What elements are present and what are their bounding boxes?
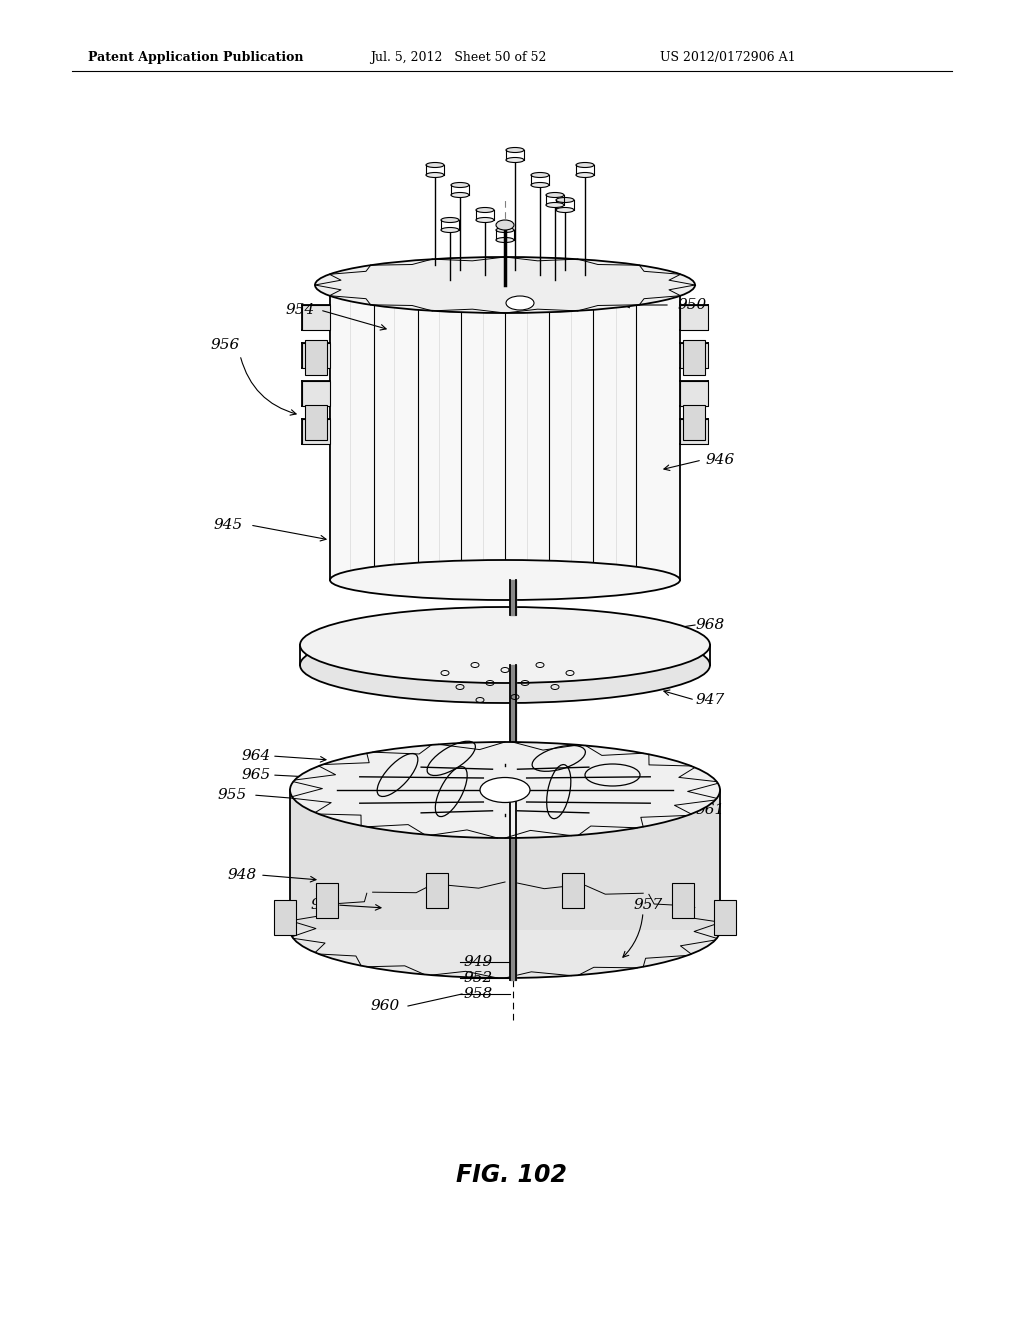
- Text: 948: 948: [227, 869, 257, 882]
- Text: 965: 965: [242, 768, 270, 781]
- Ellipse shape: [480, 777, 530, 803]
- Text: 946: 946: [706, 453, 734, 467]
- Polygon shape: [290, 789, 720, 931]
- Ellipse shape: [496, 227, 514, 232]
- Ellipse shape: [506, 157, 524, 162]
- Text: 964: 964: [242, 748, 270, 763]
- Bar: [302, 305, 330, 330]
- Text: 957: 957: [634, 898, 663, 912]
- Bar: [302, 418, 330, 444]
- Ellipse shape: [496, 220, 514, 230]
- Text: 958: 958: [464, 987, 493, 1001]
- Ellipse shape: [476, 207, 494, 213]
- Text: 947: 947: [695, 693, 725, 708]
- Ellipse shape: [426, 173, 444, 177]
- Ellipse shape: [506, 296, 534, 310]
- Text: 960: 960: [371, 999, 399, 1012]
- Ellipse shape: [290, 882, 720, 978]
- Ellipse shape: [496, 238, 514, 243]
- Text: FIG. 102: FIG. 102: [457, 1163, 567, 1187]
- Bar: [714, 900, 736, 935]
- Text: 949: 949: [464, 954, 493, 969]
- Ellipse shape: [575, 162, 594, 168]
- Bar: [302, 381, 330, 407]
- Bar: [683, 341, 705, 375]
- Ellipse shape: [300, 627, 710, 704]
- Bar: [683, 405, 705, 440]
- Bar: [680, 381, 708, 407]
- Bar: [680, 418, 708, 444]
- Ellipse shape: [531, 173, 549, 177]
- Bar: [305, 405, 327, 440]
- Bar: [330, 285, 680, 579]
- Text: 962: 962: [615, 618, 645, 632]
- Text: Jul. 5, 2012   Sheet 50 of 52: Jul. 5, 2012 Sheet 50 of 52: [370, 50, 547, 63]
- Bar: [680, 305, 708, 330]
- Text: Patent Application Publication: Patent Application Publication: [88, 50, 303, 63]
- Bar: [274, 900, 296, 935]
- Ellipse shape: [476, 218, 494, 223]
- Ellipse shape: [556, 198, 574, 202]
- Ellipse shape: [546, 202, 564, 207]
- Ellipse shape: [441, 227, 459, 232]
- Text: 963: 963: [310, 898, 340, 912]
- Ellipse shape: [451, 182, 469, 187]
- Ellipse shape: [531, 182, 549, 187]
- Ellipse shape: [451, 193, 469, 198]
- Bar: [672, 883, 694, 919]
- Text: 961: 961: [695, 803, 725, 817]
- Ellipse shape: [575, 173, 594, 177]
- Ellipse shape: [300, 607, 710, 682]
- Text: 955: 955: [217, 788, 247, 803]
- Ellipse shape: [546, 193, 564, 198]
- Ellipse shape: [506, 148, 524, 153]
- Ellipse shape: [290, 742, 720, 838]
- Text: 954: 954: [286, 304, 314, 317]
- Ellipse shape: [330, 560, 680, 601]
- Text: 956: 956: [210, 338, 240, 352]
- Text: 952: 952: [464, 972, 493, 985]
- Ellipse shape: [426, 162, 444, 168]
- Bar: [562, 873, 584, 908]
- Text: 950: 950: [677, 298, 707, 312]
- Bar: [426, 873, 449, 908]
- Text: 945: 945: [213, 517, 243, 532]
- Bar: [680, 343, 708, 368]
- Text: US 2012/0172906 A1: US 2012/0172906 A1: [660, 50, 796, 63]
- Bar: [302, 343, 330, 368]
- Text: 959: 959: [376, 643, 404, 657]
- Text: 968: 968: [695, 618, 725, 632]
- Bar: [305, 341, 327, 375]
- Ellipse shape: [556, 207, 574, 213]
- Ellipse shape: [315, 257, 695, 313]
- Ellipse shape: [441, 218, 459, 223]
- Bar: [316, 883, 338, 919]
